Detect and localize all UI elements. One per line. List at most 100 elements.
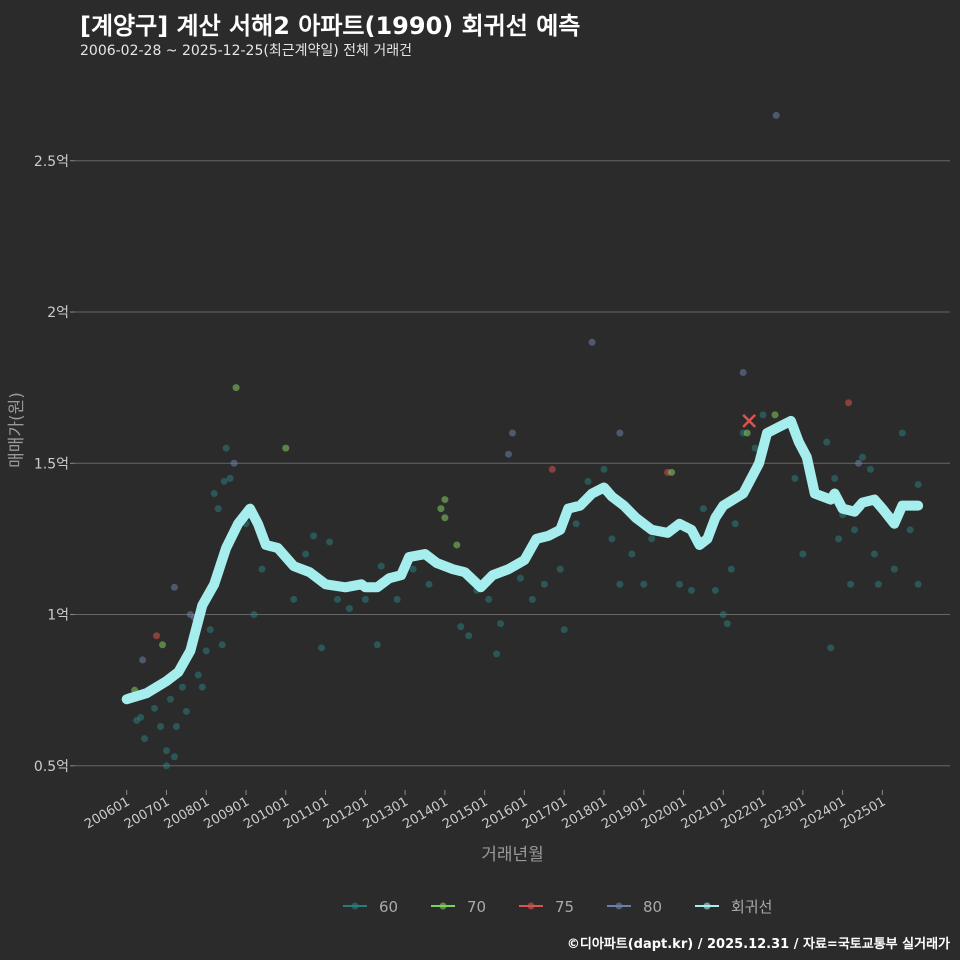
data-point-60 xyxy=(628,550,636,558)
y-axis-label: 매매가(원) xyxy=(7,392,27,468)
data-point-60 xyxy=(493,650,501,658)
data-point-60 xyxy=(409,565,417,573)
legend-marker xyxy=(703,902,711,910)
data-point-60 xyxy=(699,505,707,513)
data-point-60 xyxy=(302,550,310,558)
data-point-60 xyxy=(373,641,381,649)
data-point-60 xyxy=(751,444,759,452)
data-point-60 xyxy=(831,474,839,482)
data-point-60 xyxy=(616,580,624,588)
data-point-60 xyxy=(560,626,568,634)
data-point-60 xyxy=(182,707,190,715)
data-point-80 xyxy=(772,111,780,119)
x-axis-label: 거래년월 xyxy=(481,845,544,865)
data-point-70 xyxy=(437,505,445,513)
data-point-60 xyxy=(866,465,874,473)
data-point-60 xyxy=(172,722,180,730)
data-point-60 xyxy=(759,411,767,419)
legend-label: 80 xyxy=(643,898,662,916)
legend-label: 70 xyxy=(467,898,486,916)
data-point-60 xyxy=(206,626,214,634)
data-point-70 xyxy=(232,384,240,392)
data-point-70 xyxy=(441,514,449,522)
data-point-60 xyxy=(485,595,493,603)
data-point-60 xyxy=(361,595,369,603)
data-point-60 xyxy=(835,535,843,543)
data-point-60 xyxy=(178,683,186,691)
legend-label: 회귀선 xyxy=(731,898,772,916)
source-caption: ©디아파트(dapt.kr) / 2025.12.31 / 자료=국토교통부 실… xyxy=(566,937,950,952)
data-point-60 xyxy=(906,526,914,534)
data-point-60 xyxy=(727,565,735,573)
data-point-60 xyxy=(377,562,385,570)
forecast-marker xyxy=(742,414,757,428)
data-point-80 xyxy=(509,429,516,437)
data-point-60 xyxy=(137,713,145,721)
data-point-60 xyxy=(326,538,334,546)
data-point-60 xyxy=(859,453,866,461)
data-point-80 xyxy=(230,459,238,467)
data-point-60 xyxy=(222,444,230,452)
data-point-60 xyxy=(890,565,898,573)
x-tick-label: 202501 xyxy=(838,794,888,832)
data-point-80 xyxy=(170,583,178,591)
data-point-70 xyxy=(743,429,751,437)
legend-label: 60 xyxy=(379,898,398,916)
data-point-60 xyxy=(393,595,401,603)
legend-label: 75 xyxy=(555,898,574,916)
y-tick-label: 0.5억 xyxy=(34,759,69,775)
data-point-80 xyxy=(588,338,596,346)
data-point-60 xyxy=(194,671,202,679)
data-point-70 xyxy=(441,496,449,504)
data-point-60 xyxy=(847,580,855,588)
y-tick-label: 2.5억 xyxy=(34,154,69,170)
data-point-60 xyxy=(425,580,433,588)
data-point-60 xyxy=(151,704,159,712)
data-point-60 xyxy=(723,620,731,628)
data-point-60 xyxy=(711,586,719,594)
data-point-75 xyxy=(548,465,556,473)
data-point-60 xyxy=(162,747,170,755)
data-point-60 xyxy=(290,595,298,603)
data-point-60 xyxy=(516,574,524,582)
data-point-60 xyxy=(141,735,149,743)
legend-marker xyxy=(527,902,535,910)
data-point-80 xyxy=(739,369,747,377)
data-point-70 xyxy=(159,641,166,649)
y-tick-label: 1.5억 xyxy=(34,456,69,472)
data-point-60 xyxy=(318,644,326,652)
data-point-70 xyxy=(282,444,290,452)
data-point-60 xyxy=(584,477,592,485)
data-point-75 xyxy=(153,632,161,640)
data-point-60 xyxy=(556,565,564,573)
data-point-60 xyxy=(170,753,178,761)
data-point-60 xyxy=(198,683,206,691)
data-point-80 xyxy=(616,429,624,437)
data-point-60 xyxy=(334,595,341,603)
data-point-60 xyxy=(676,580,684,588)
data-point-60 xyxy=(157,722,165,730)
y-tick-label: 2억 xyxy=(47,305,69,321)
data-point-60 xyxy=(640,580,648,588)
data-point-60 xyxy=(791,474,799,482)
data-point-60 xyxy=(226,474,234,482)
data-point-60 xyxy=(870,550,878,558)
data-point-60 xyxy=(214,505,222,513)
data-point-60 xyxy=(220,477,228,485)
data-point-80 xyxy=(505,450,513,458)
data-point-60 xyxy=(874,580,882,588)
data-point-60 xyxy=(914,480,922,488)
legend-marker xyxy=(351,902,359,910)
data-point-60 xyxy=(210,490,218,498)
data-point-60 xyxy=(497,620,505,628)
data-point-80 xyxy=(139,656,147,664)
data-point-60 xyxy=(250,611,258,619)
data-point-60 xyxy=(608,535,616,543)
data-point-60 xyxy=(465,632,473,640)
data-point-60 xyxy=(540,580,548,588)
data-point-60 xyxy=(914,580,922,588)
data-point-60 xyxy=(827,644,835,652)
data-point-60 xyxy=(799,550,807,558)
regression-line xyxy=(121,415,924,705)
